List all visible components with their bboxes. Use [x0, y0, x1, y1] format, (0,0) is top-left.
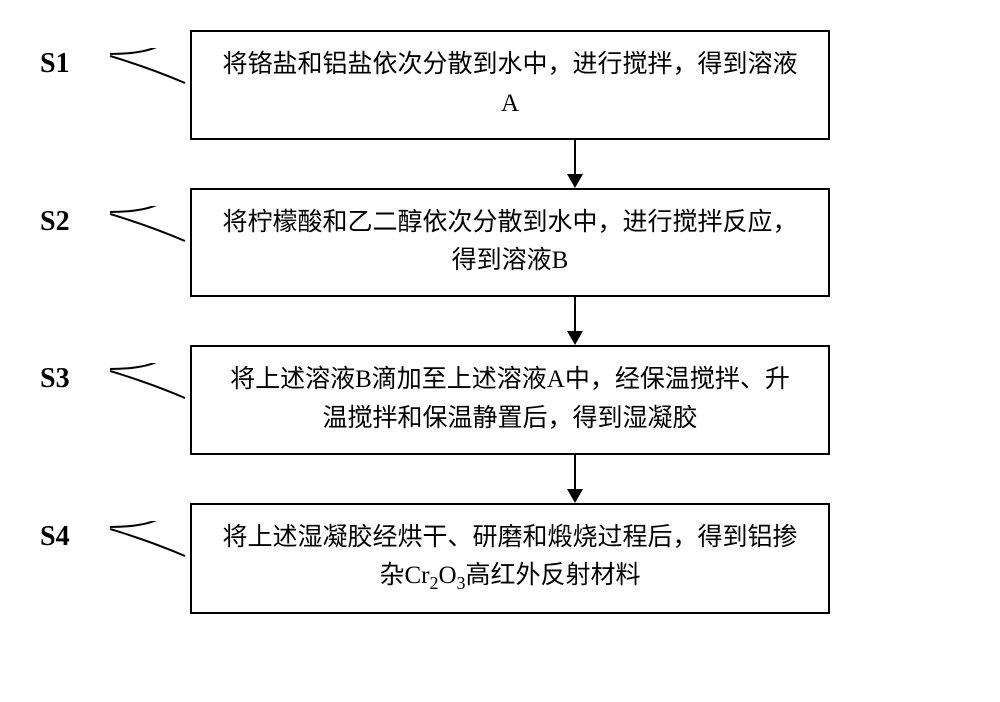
curve-connector-s4: [110, 521, 190, 581]
step-label-s3: S3: [40, 363, 110, 395]
step-text-s4-part2: O: [438, 562, 456, 589]
curve-connector-s2: [110, 206, 190, 266]
step-row-s2: S2 将柠檬酸和乙二醇依次分散到水中，进行搅拌反应，得到溶液B: [40, 188, 960, 298]
step-label-s4: S4: [40, 521, 110, 553]
step-box-s3: 将上述溶液B滴加至上述溶液A中，经保温搅拌、升温搅拌和保温静置后，得到湿凝胶: [190, 345, 830, 455]
arrow-s1-s2: [40, 140, 960, 188]
step-text-s4-part3: 高红外反射材料: [466, 562, 641, 589]
arrow-s3-s4: [40, 455, 960, 503]
step-label-s2: S2: [40, 206, 110, 238]
curve-connector-s1: [110, 48, 190, 108]
step-row-s3: S3 将上述溶液B滴加至上述溶液A中，经保温搅拌、升温搅拌和保温静置后，得到湿凝…: [40, 345, 960, 455]
arrow-s2-s3: [40, 297, 960, 345]
flowchart-container: S1 将铬盐和铝盐依次分散到水中，进行搅拌，得到溶液A S2 将柠檬酸和乙二醇依…: [40, 30, 960, 614]
step-box-s1: 将铬盐和铝盐依次分散到水中，进行搅拌，得到溶液A: [190, 30, 830, 140]
step-row-s4: S4 将上述湿凝胶经烘干、研磨和煅烧过程后，得到铝掺杂Cr2O3高红外反射材料: [40, 503, 960, 615]
step-label-s1: S1: [40, 48, 110, 80]
step-box-s2: 将柠檬酸和乙二醇依次分散到水中，进行搅拌反应，得到溶液B: [190, 188, 830, 298]
subscript-3: 3: [457, 573, 466, 593]
step-box-s4: 将上述湿凝胶经烘干、研磨和煅烧过程后，得到铝掺杂Cr2O3高红外反射材料: [190, 503, 830, 615]
curve-connector-s3: [110, 363, 190, 423]
step-row-s1: S1 将铬盐和铝盐依次分散到水中，进行搅拌，得到溶液A: [40, 30, 960, 140]
